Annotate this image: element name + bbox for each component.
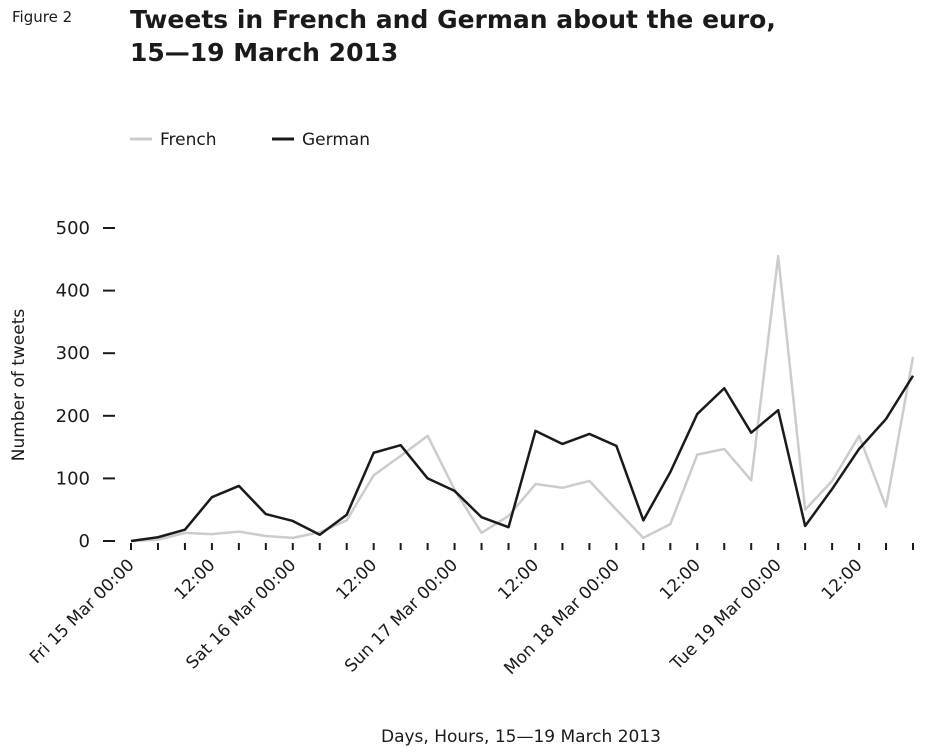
y-tick-label: 0 xyxy=(79,531,90,552)
y-axis-label: Number of tweets xyxy=(9,309,29,462)
x-tick-label: 12:00 xyxy=(656,555,705,604)
y-tick-label: 500 xyxy=(56,218,90,239)
chart-title: 15—19 March 2013 xyxy=(130,38,398,67)
x-axis-label: Days, Hours, 15—19 March 2013 xyxy=(381,727,661,747)
figure-label: Figure 2 xyxy=(12,8,72,26)
line-series xyxy=(130,375,915,543)
y-tick-label: 200 xyxy=(56,406,90,427)
y-tick-label: 100 xyxy=(56,468,90,489)
y-tick-label: 300 xyxy=(56,343,90,364)
x-tick-label: 12:00 xyxy=(171,555,220,604)
legend-label: French xyxy=(160,130,217,150)
line-series xyxy=(130,254,915,543)
x-tick-label: 12:00 xyxy=(818,555,867,604)
legend-label: German xyxy=(302,130,370,150)
x-tick-label: 12:00 xyxy=(332,555,381,604)
chart-title: Tweets in French and German about the eu… xyxy=(130,5,776,34)
y-tick-label: 400 xyxy=(56,281,90,302)
x-tick-label: 12:00 xyxy=(494,555,543,604)
x-tick-label: Fri 15 Mar 00:00 xyxy=(26,555,139,668)
